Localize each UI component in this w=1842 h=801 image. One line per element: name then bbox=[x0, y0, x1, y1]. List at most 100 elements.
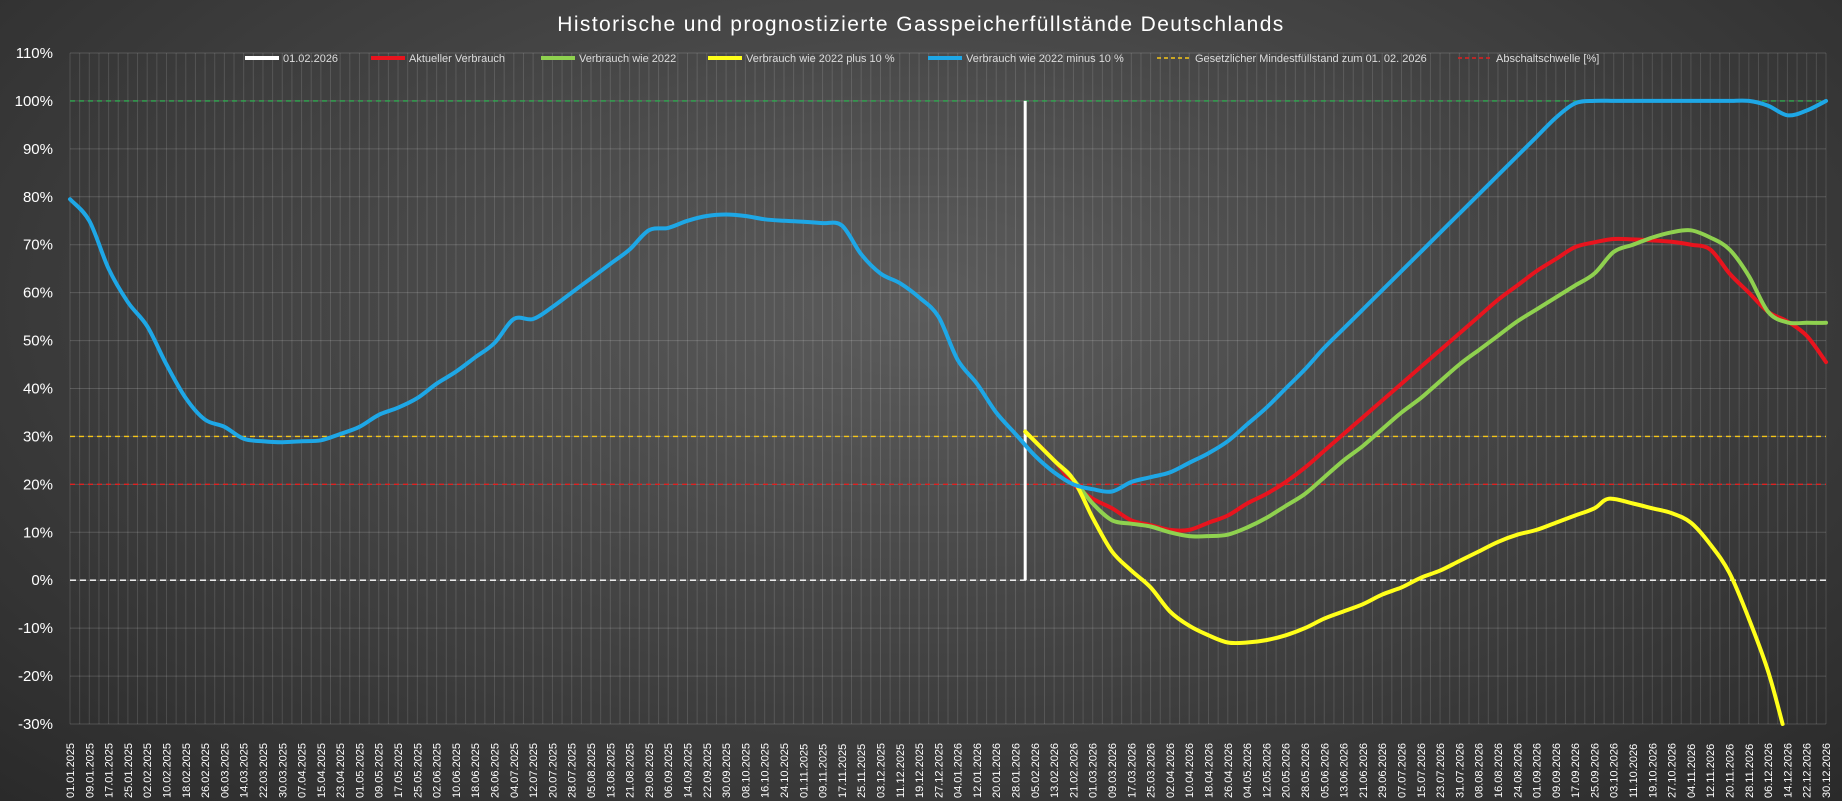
x-tick-label: 10.04.2026 bbox=[1184, 743, 1196, 798]
x-tick-label: 03.12.2025 bbox=[875, 743, 887, 798]
reference-lines bbox=[70, 100, 1826, 581]
y-tick-label: -10% bbox=[18, 620, 53, 637]
x-tick-label: 12.01.2026 bbox=[972, 743, 984, 798]
y-tick-label: 30% bbox=[23, 428, 53, 445]
x-tick-label: 30.12.2026 bbox=[1821, 743, 1833, 798]
y-tick-label: 80% bbox=[23, 189, 53, 206]
x-tick-label: 08.10.2025 bbox=[740, 743, 752, 798]
legend-label: Abschaltschwelle [%] bbox=[1496, 53, 1599, 65]
x-tick-label: 19.12.2025 bbox=[914, 743, 926, 798]
series-lines bbox=[68, 98, 1828, 726]
y-tick-label: 40% bbox=[23, 381, 53, 398]
x-tick-label: 18.06.2025 bbox=[470, 743, 482, 798]
y-tick-label: 10% bbox=[23, 524, 53, 541]
series-line-1 bbox=[1023, 236, 1828, 533]
x-tick-label: 17.01.2025 bbox=[104, 743, 116, 798]
x-tick-label: 28.05.2026 bbox=[1300, 743, 1312, 798]
y-tick-label: 90% bbox=[23, 141, 53, 158]
x-tick-label: 02.06.2025 bbox=[432, 743, 444, 798]
x-tick-label: 13.08.2025 bbox=[605, 743, 617, 798]
x-tick-label: 06.09.2025 bbox=[663, 743, 675, 798]
x-tick-label: 29.06.2026 bbox=[1377, 743, 1389, 798]
x-tick-label: 20.11.2026 bbox=[1725, 744, 1737, 798]
legend-label: Verbrauch wie 2022 bbox=[579, 53, 676, 65]
x-tick-label: 17.09.2026 bbox=[1570, 743, 1582, 798]
series-line-2 bbox=[1023, 228, 1828, 539]
x-tick-label: 25.09.2026 bbox=[1589, 743, 1601, 798]
x-tick-label: 11.10.2026 bbox=[1628, 744, 1640, 798]
x-tick-label: 24.10.2025 bbox=[779, 743, 791, 798]
x-tick-label: 25.05.2025 bbox=[412, 743, 424, 798]
x-tick-label: 30.03.2025 bbox=[277, 743, 289, 798]
x-tick-label: 26.04.2026 bbox=[1223, 743, 1235, 798]
x-tick-label: 09.09.2026 bbox=[1551, 743, 1563, 798]
x-tick-label: 16.08.2026 bbox=[1493, 743, 1505, 798]
x-tick-label: 15.04.2025 bbox=[316, 743, 328, 798]
x-tick-label: 26.06.2025 bbox=[490, 743, 502, 798]
x-tick-label: 04.01.2026 bbox=[953, 743, 965, 798]
x-tick-label: 21.02.2026 bbox=[1068, 743, 1080, 798]
x-tick-label: 27.10.2026 bbox=[1667, 743, 1679, 798]
x-tick-label: 25.01.2025 bbox=[123, 743, 135, 798]
grid bbox=[69, 52, 1827, 725]
x-tick-label: 30.09.2025 bbox=[721, 743, 733, 798]
y-tick-label: 100% bbox=[15, 93, 53, 110]
x-tick-label: 05.08.2025 bbox=[586, 743, 598, 798]
y-axis: 110% 100% 90% 80% 70% 60% 50% 40% 30% 20% 10% 0% -10… bbox=[15, 45, 53, 733]
x-tick-label: 27.12.2025 bbox=[933, 743, 945, 798]
x-tick-label: 25.11.2025 bbox=[856, 744, 868, 798]
x-tick-label: 14.09.2025 bbox=[682, 743, 694, 798]
x-tick-label: 22.12.2026 bbox=[1802, 743, 1814, 798]
x-tick-label: 29.08.2025 bbox=[644, 743, 656, 798]
x-tick-label: 17.03.2026 bbox=[1126, 743, 1138, 798]
x-tick-label: 06.12.2026 bbox=[1763, 743, 1775, 798]
x-tick-label: 28.07.2025 bbox=[567, 743, 579, 798]
x-tick-label: 02.04.2026 bbox=[1165, 743, 1177, 798]
x-tick-label: 16.10.2025 bbox=[760, 743, 772, 798]
x-tick-label: 01.05.2025 bbox=[354, 743, 366, 798]
x-tick-label: 20.01.2026 bbox=[991, 743, 1003, 798]
x-tick-label: 18.04.2026 bbox=[1204, 743, 1216, 798]
x-tick-label: 09.11.2025 bbox=[818, 744, 830, 798]
x-tick-label: 23.04.2025 bbox=[335, 743, 347, 798]
x-tick-label: 14.03.2025 bbox=[239, 743, 251, 798]
legend-label: 01.02.2026 bbox=[283, 53, 338, 65]
x-tick-label: 23.07.2026 bbox=[1435, 743, 1447, 798]
x-tick-label: 15.07.2026 bbox=[1416, 743, 1428, 798]
x-axis: 01.01.2025 09.01.2025 17.01.2025 25.01.2025… bbox=[65, 743, 1833, 798]
y-tick-label: 50% bbox=[23, 333, 53, 350]
x-tick-label: 07.07.2026 bbox=[1396, 743, 1408, 798]
x-tick-label: 05.06.2026 bbox=[1319, 743, 1331, 798]
legend-label: Aktueller Verbrauch bbox=[409, 53, 505, 65]
x-tick-label: 26.02.2025 bbox=[200, 743, 212, 798]
x-tick-label: 06.03.2025 bbox=[219, 743, 231, 798]
x-tick-label: 10.02.2025 bbox=[161, 743, 173, 798]
x-tick-label: 09.03.2026 bbox=[1107, 743, 1119, 798]
y-tick-label: 0% bbox=[31, 572, 53, 589]
y-tick-label: 20% bbox=[23, 476, 53, 493]
x-tick-label: 22.09.2025 bbox=[702, 743, 714, 798]
x-tick-label: 28.11.2026 bbox=[1744, 744, 1756, 798]
x-tick-label: 01.09.2026 bbox=[1532, 743, 1544, 798]
x-tick-label: 05.02.2026 bbox=[1030, 743, 1042, 798]
x-tick-label: 20.07.2025 bbox=[547, 743, 559, 798]
x-tick-label: 04.11.2026 bbox=[1686, 744, 1698, 798]
x-tick-label: 02.02.2025 bbox=[142, 743, 154, 798]
x-tick-label: 20.05.2026 bbox=[1281, 743, 1293, 798]
legend: 01.02.2026 Aktueller Verbrauch Verbrauch w… bbox=[245, 53, 1599, 65]
y-tick-label: -20% bbox=[18, 668, 53, 685]
series-line-4 bbox=[68, 98, 1828, 494]
x-tick-label: 11.12.2025 bbox=[895, 744, 907, 798]
x-tick-label: 13.02.2026 bbox=[1049, 743, 1061, 798]
x-tick-label: 09.05.2025 bbox=[374, 743, 386, 798]
legend-label: Gesetzlicher Mindestfüllstand zum 01. 02… bbox=[1195, 53, 1427, 65]
x-tick-label: 22.03.2025 bbox=[258, 743, 270, 798]
x-tick-label: 08.08.2026 bbox=[1474, 743, 1486, 798]
x-tick-label: 01.11.2025 bbox=[798, 744, 810, 798]
y-tick-label: 110% bbox=[16, 45, 53, 62]
x-tick-label: 18.02.2025 bbox=[181, 743, 193, 798]
y-tick-label: 60% bbox=[23, 285, 53, 302]
x-tick-label: 17.05.2025 bbox=[393, 743, 405, 798]
x-tick-label: 10.06.2025 bbox=[451, 743, 463, 798]
